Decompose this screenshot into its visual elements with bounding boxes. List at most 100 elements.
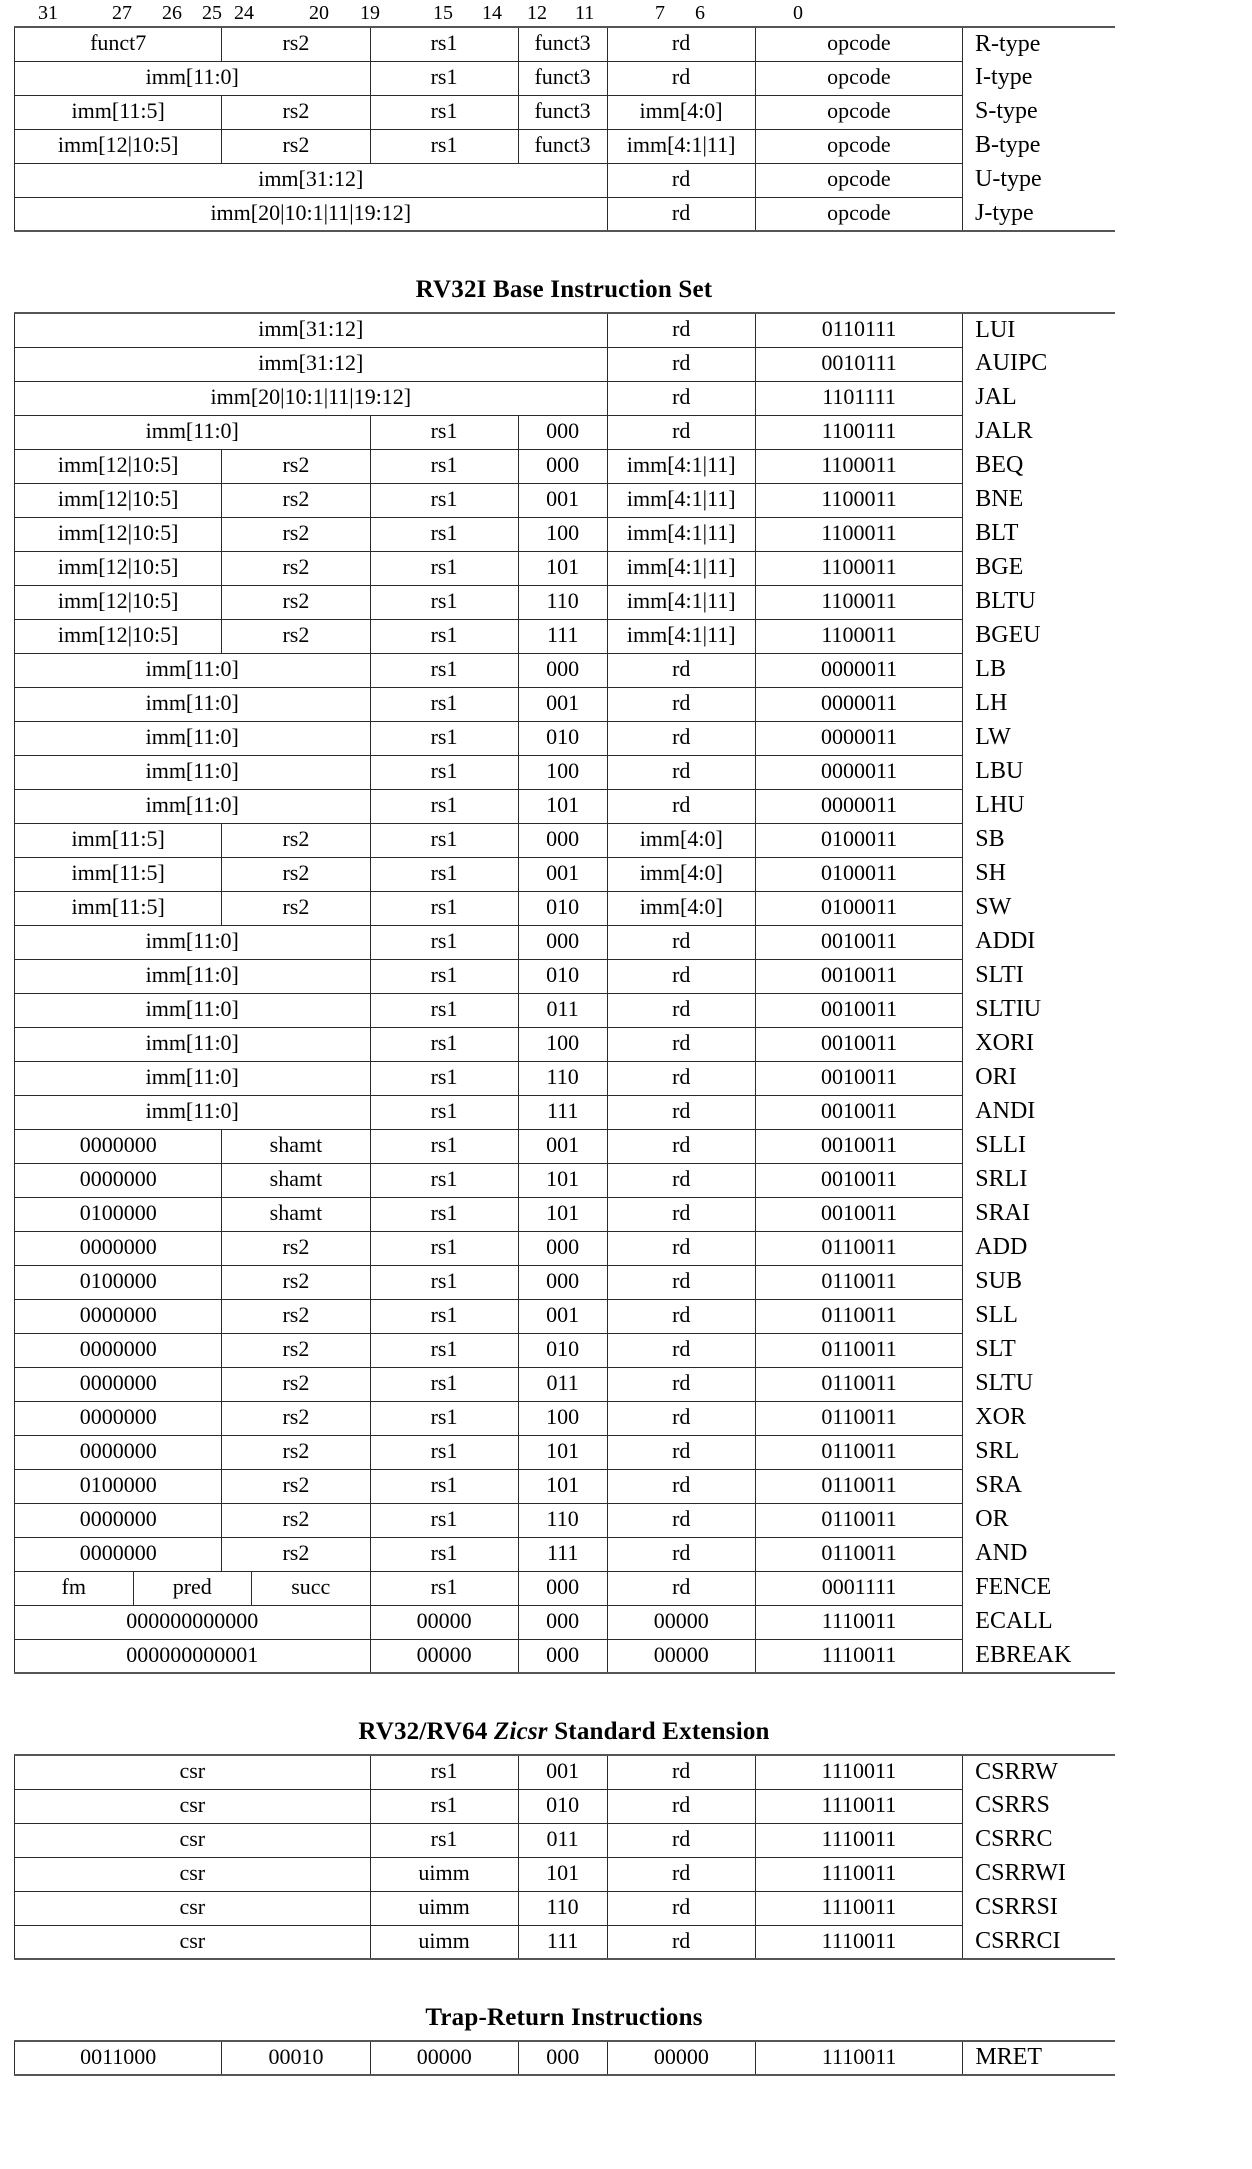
field-cell: funct3	[517, 26, 608, 62]
field-cell: uimm	[369, 1856, 519, 1892]
title-table-spacer	[14, 304, 1240, 312]
field-cell: 0000000	[13, 1128, 223, 1164]
field-cell: 0000011	[754, 754, 964, 790]
field-cell: 101	[517, 788, 608, 824]
field-cell: funct3	[517, 94, 608, 130]
instruction-row: imm[20|10:1|11|19:12] rd opcode J-type	[14, 196, 1115, 232]
field-cell: 001	[517, 482, 608, 518]
bit-label: 31	[38, 2, 58, 24]
field-cell: 1110011	[754, 1604, 964, 1640]
field-cell: 100	[517, 516, 608, 552]
field-cell: 0000000	[13, 1230, 223, 1266]
field-cell: 000000000001	[14, 1638, 371, 1674]
field-cell: 0000000	[13, 1332, 223, 1368]
instruction-name: LBU	[975, 758, 1024, 784]
field-cell: 0000000	[13, 1298, 223, 1334]
field-cell: rs2	[221, 1434, 371, 1470]
field-cell: imm[11:0]	[14, 414, 371, 450]
field-cell: 0010011	[754, 1026, 964, 1062]
section-title: RV32I Base Instruction Set	[14, 276, 1114, 304]
field-cell: imm[11:0]	[14, 992, 371, 1028]
field-cell: 00000	[369, 2040, 519, 2076]
field-cell: rs2	[221, 1536, 371, 1572]
field-cell: rd	[606, 1026, 756, 1062]
instruction-name: SLTU	[975, 1370, 1034, 1396]
field-cell: imm[12|10:5]	[13, 584, 223, 620]
field-cell: imm[11:5]	[13, 822, 223, 858]
field-cell: imm[11:5]	[13, 890, 223, 926]
instruction-name: SW	[975, 894, 1012, 920]
instruction-name: ADDI	[975, 928, 1036, 954]
instruction-name: AUIPC	[975, 350, 1048, 376]
field-cell: rd	[606, 1264, 756, 1300]
field-cell: uimm	[369, 1924, 519, 1960]
field-cell: rs2	[221, 1400, 371, 1436]
field-cell: pred	[132, 1570, 252, 1606]
instruction-name: CSRRWI	[975, 1860, 1066, 1886]
field-cell: imm[31:12]	[14, 162, 608, 198]
field-cell: 1110011	[754, 2040, 964, 2076]
field-cell: imm[4:0]	[606, 890, 756, 926]
section-title-part: Trap-Return Instructions	[425, 2004, 703, 2031]
field-cell: rd	[606, 1822, 756, 1858]
field-cell: csr	[14, 1890, 371, 1926]
field-cell: 0010011	[754, 1162, 964, 1198]
field-cell: rs1	[369, 958, 519, 994]
instruction-row: imm[31:12] rd 0110111 LUI	[14, 312, 1115, 348]
field-cell: rs1	[369, 890, 519, 926]
field-cell: 0000000	[13, 1366, 223, 1402]
field-cell: rs1	[369, 618, 519, 654]
field-cell: 0000000	[13, 1162, 223, 1198]
field-cell: rs2	[221, 1298, 371, 1334]
field-cell: 00010	[221, 2040, 371, 2076]
field-cell: 101	[517, 1856, 608, 1892]
field-cell: rs1	[369, 720, 519, 756]
field-cell: 000000000000	[14, 1604, 371, 1640]
field-cell: 0110011	[754, 1434, 964, 1470]
field-cell: imm[31:12]	[14, 346, 608, 382]
instruction-row: imm[12|10:5] rs2 rs1 000 imm[4:1|11] 1100011 B…	[13, 448, 1115, 484]
field-cell: rs1	[369, 1400, 519, 1436]
field-cell: imm[11:0]	[14, 1094, 371, 1130]
instruction-name: FENCE	[975, 1574, 1052, 1600]
field-cell: rd	[606, 1230, 756, 1266]
field-cell: 1110011	[754, 1754, 964, 1790]
field-cell: imm[11:0]	[14, 1060, 371, 1096]
field-cell: rs2	[221, 26, 371, 62]
field-cell: rs1	[369, 1754, 519, 1790]
field-cell: 0010011	[754, 1128, 964, 1164]
field-cell: 101	[517, 1434, 608, 1470]
field-cell: imm[11:0]	[14, 1026, 371, 1062]
field-cell: rd	[606, 312, 756, 348]
instruction-name: BLTU	[975, 588, 1036, 614]
bit-label: 6	[695, 2, 705, 24]
field-cell: 0001111	[754, 1570, 964, 1606]
field-cell: rd	[606, 992, 756, 1028]
field-cell: rs1	[369, 482, 519, 518]
field-cell: rd	[606, 788, 756, 824]
field-cell: 000	[517, 448, 608, 484]
instruction-name: EBREAK	[975, 1641, 1072, 1668]
field-cell: 0000000	[13, 1434, 223, 1470]
field-cell: imm[4:0]	[606, 94, 756, 130]
field-cell: rd	[606, 1434, 756, 1470]
field-cell: rd	[606, 1502, 756, 1538]
field-cell: 000	[517, 1230, 608, 1266]
instruction-row: 000000000001 00000 000 00000 1110011 EBREAK	[14, 1638, 1115, 1674]
field-cell: imm[4:1|11]	[606, 516, 756, 552]
bit-label: 19	[360, 2, 380, 24]
field-cell: rd	[606, 26, 756, 62]
field-cell: rd	[606, 1536, 756, 1572]
field-cell: 1110011	[754, 1788, 964, 1824]
field-cell: imm[4:1|11]	[606, 584, 756, 620]
